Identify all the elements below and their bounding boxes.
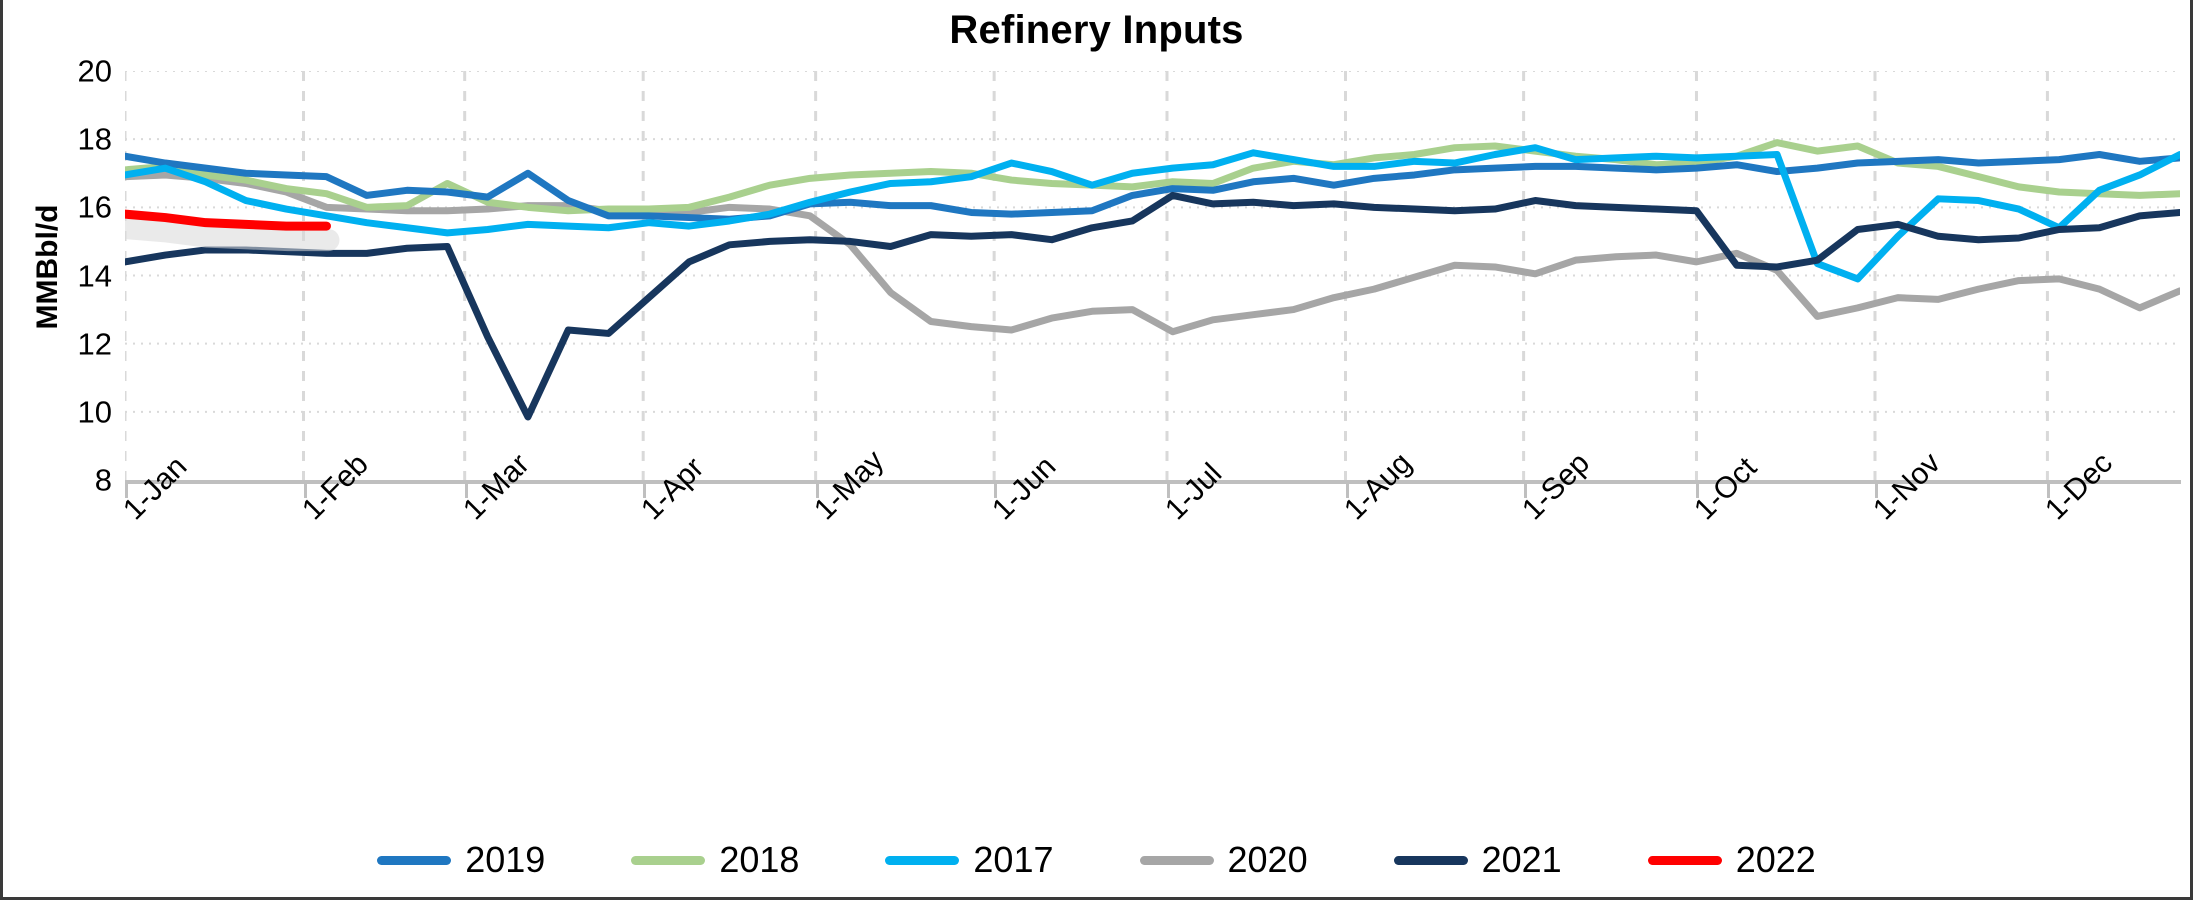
legend-swatch-2019 <box>377 855 452 865</box>
chart-legend: 2019 2018 2017 2020 2021 2022 <box>0 838 2193 882</box>
x-tick-mark <box>2047 484 2051 498</box>
legend-item-2018[interactable]: 2018 <box>631 842 799 878</box>
y-tick-label: 10 <box>77 394 112 430</box>
legend-label-2017: 2017 <box>973 839 1054 880</box>
legend-swatch-2018 <box>631 855 706 865</box>
legend-item-2019[interactable]: 2019 <box>377 842 545 878</box>
y-tick-label: 12 <box>77 326 112 362</box>
y-tick-label: 18 <box>77 121 112 157</box>
legend-swatch-2021 <box>1393 855 1468 865</box>
series-line-2022 <box>125 209 331 231</box>
series-line-2020 <box>125 171 2180 336</box>
x-tick-mark <box>464 484 468 498</box>
x-tick-mark <box>1523 484 1527 498</box>
series-2022-shadow <box>125 217 340 252</box>
x-tick-mark <box>1874 484 1878 498</box>
x-tick-mark <box>1696 484 1700 498</box>
legend-item-2022[interactable]: 2022 <box>1647 839 1816 880</box>
bottom-border <box>0 897 2193 900</box>
legend-swatch-2017 <box>885 855 960 865</box>
x-tick-mark <box>125 484 128 498</box>
legend-label-2018: 2018 <box>719 839 800 880</box>
right-border <box>2190 0 2193 900</box>
legend-label-2022: 2022 <box>1735 839 1816 880</box>
y-tick-label: 14 <box>77 258 112 293</box>
x-tick-mark <box>1167 484 1170 498</box>
series-line-2019 <box>125 151 2180 223</box>
plot-svg <box>125 71 2180 480</box>
x-tick-mark <box>815 484 819 498</box>
x-axis-line <box>125 480 2181 484</box>
series-line-2021 <box>125 191 2180 421</box>
x-tick-mark <box>1345 484 1349 498</box>
legend-item-2020[interactable]: 2020 <box>1139 839 1308 880</box>
series-line-2018 <box>125 139 2180 215</box>
y-tick-label: 8 <box>94 462 112 498</box>
legend-label-2020: 2020 <box>1227 839 1308 880</box>
left-border <box>0 0 3 900</box>
legend-label-2019: 2019 <box>465 839 546 880</box>
x-tick-mark <box>994 484 998 498</box>
legend-item-2017[interactable]: 2017 <box>885 839 1054 880</box>
legend-swatch-2020 <box>1139 855 1214 865</box>
legend-item-2021[interactable]: 2021 <box>1393 839 1562 880</box>
plot-area <box>125 71 2180 480</box>
y-tick-label: 20 <box>77 53 112 89</box>
x-tick-mark <box>303 484 307 498</box>
x-tick-mark <box>643 484 647 498</box>
legend-swatch-2022 <box>1647 855 1722 865</box>
y-tick-label: 16 <box>77 189 112 225</box>
chart-title: Refinery Inputs <box>949 8 1244 52</box>
legend-label-2021: 2021 <box>1481 839 1562 880</box>
series-line-2017 <box>125 144 2180 283</box>
